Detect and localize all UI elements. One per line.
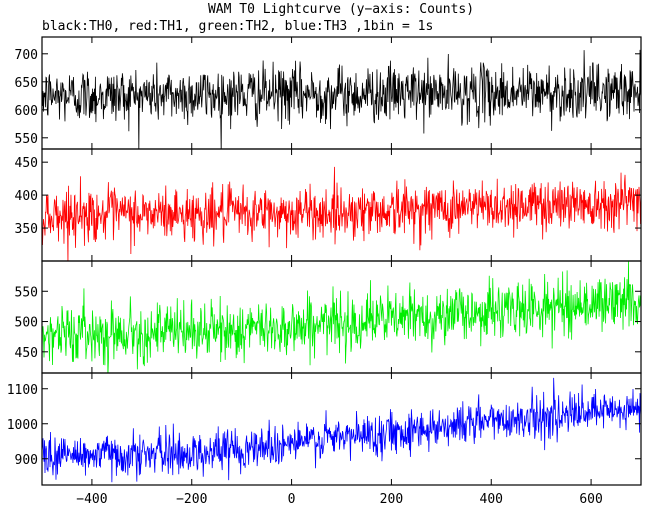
y-tick-label: 1000 bbox=[7, 418, 38, 433]
panel-frame-TH3 bbox=[41, 372, 642, 486]
x-tick-label: −400 bbox=[76, 492, 107, 505]
x-tick-label: −200 bbox=[176, 492, 207, 505]
y-tick-label: 400 bbox=[15, 189, 38, 204]
series-line-TH0 bbox=[42, 49, 641, 149]
series-line-TH1 bbox=[42, 166, 641, 261]
x-tick-label: 400 bbox=[480, 492, 503, 505]
y-tick-label: 700 bbox=[15, 48, 38, 63]
y-tick-label: 650 bbox=[15, 76, 38, 91]
panels-group: 550 600 650 700 350 400 450 450 500 550 900 1000 110… bbox=[7, 36, 642, 505]
x-tick-label: 200 bbox=[380, 492, 403, 505]
y-tick-label: 600 bbox=[15, 104, 38, 119]
y-tick-label: 450 bbox=[15, 346, 38, 361]
x-tick-label: 600 bbox=[579, 492, 602, 505]
chart-title: WAM T0 Lightcurve (y−axis: Counts) bbox=[208, 2, 474, 17]
y-tick-label: 350 bbox=[15, 222, 38, 237]
y-tick-label: 500 bbox=[15, 316, 38, 331]
chart-subtitle: black:TH0, red:TH1, green:TH2, blue:TH3 … bbox=[42, 19, 433, 34]
series-line-TH2 bbox=[42, 261, 641, 373]
series-line-TH3 bbox=[42, 377, 641, 483]
y-tick-label: 900 bbox=[15, 453, 38, 468]
y-tick-label: 450 bbox=[15, 156, 38, 171]
y-tick-label: 550 bbox=[15, 285, 38, 300]
y-tick-label: 1100 bbox=[7, 383, 38, 398]
y-tick-label: 550 bbox=[15, 132, 38, 147]
x-tick-label: 0 bbox=[288, 492, 296, 505]
